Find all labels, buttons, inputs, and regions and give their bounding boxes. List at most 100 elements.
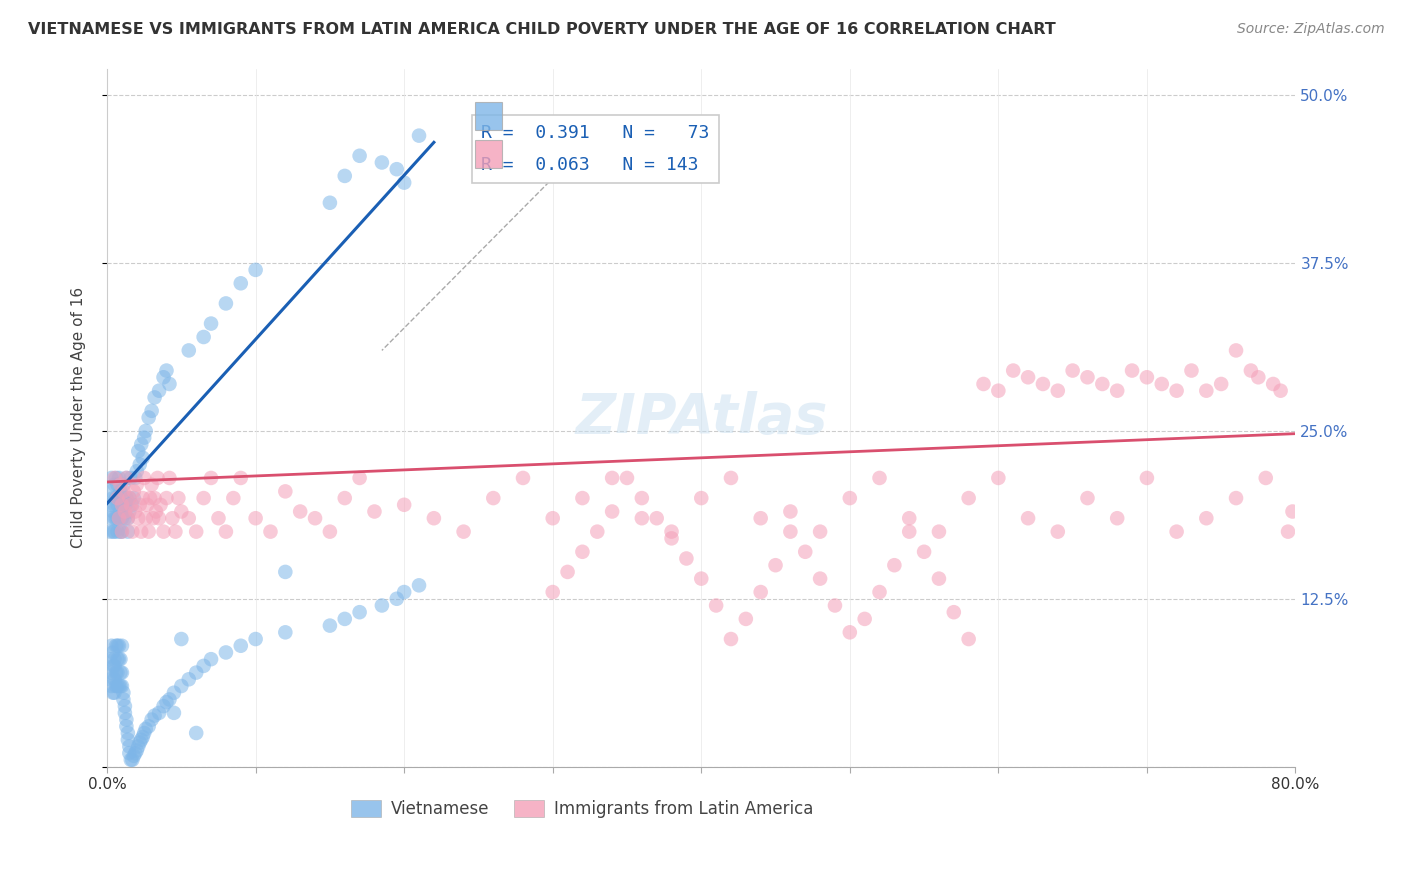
Point	[118, 491, 141, 505]
Point	[146, 471, 169, 485]
Point	[186, 665, 208, 680]
Point	[1032, 376, 1054, 391]
Point	[229, 277, 252, 291]
Point	[1046, 524, 1069, 539]
Point	[112, 692, 135, 706]
Point	[101, 524, 124, 539]
Point	[114, 706, 136, 720]
Point	[200, 471, 222, 485]
Point	[100, 665, 122, 680]
Point	[957, 632, 980, 646]
Point	[1195, 384, 1218, 398]
Point	[1062, 363, 1084, 377]
Point	[1017, 511, 1039, 525]
Point	[159, 376, 181, 391]
Point	[720, 632, 742, 646]
Point	[100, 484, 122, 499]
Point	[115, 491, 138, 505]
Point	[385, 591, 408, 606]
Point	[1121, 363, 1143, 377]
Point	[100, 679, 122, 693]
Point	[128, 498, 150, 512]
Point	[135, 722, 157, 736]
Point	[107, 639, 129, 653]
Point	[170, 679, 193, 693]
Point	[148, 706, 170, 720]
Point	[127, 511, 149, 525]
Y-axis label: Child Poverty Under the Age of 16: Child Poverty Under the Age of 16	[72, 287, 86, 548]
Point	[349, 149, 371, 163]
Point	[177, 343, 200, 358]
Point	[121, 498, 143, 512]
Point	[1211, 376, 1233, 391]
Point	[132, 491, 155, 505]
Point	[143, 391, 166, 405]
Point	[274, 625, 297, 640]
Point	[152, 524, 174, 539]
Point	[141, 713, 163, 727]
Point	[103, 471, 125, 485]
Point	[245, 632, 267, 646]
FancyBboxPatch shape	[475, 140, 502, 168]
Point	[333, 612, 356, 626]
Point	[149, 498, 172, 512]
Point	[541, 585, 564, 599]
Point	[107, 524, 129, 539]
Point	[193, 491, 215, 505]
Point	[107, 511, 129, 525]
Point	[1136, 370, 1159, 384]
Point	[482, 491, 505, 505]
Point	[1107, 511, 1129, 525]
Point	[128, 735, 150, 749]
Point	[824, 599, 846, 613]
Point	[186, 524, 208, 539]
Point	[143, 708, 166, 723]
Point	[114, 504, 136, 518]
Point	[1225, 343, 1247, 358]
Point	[122, 491, 145, 505]
Point	[117, 732, 139, 747]
Point	[167, 491, 190, 505]
Point	[104, 639, 127, 653]
Point	[207, 511, 229, 525]
Point	[120, 498, 142, 512]
Point	[1166, 384, 1188, 398]
Point	[371, 155, 394, 169]
Point	[177, 511, 200, 525]
Point	[319, 618, 342, 632]
Point	[112, 491, 135, 505]
Point	[1091, 376, 1114, 391]
Point	[124, 471, 146, 485]
Point	[139, 491, 162, 505]
Point	[333, 169, 356, 183]
Point	[215, 296, 238, 310]
Point	[957, 491, 980, 505]
Point	[869, 471, 891, 485]
Point	[869, 585, 891, 599]
Text: VIETNAMESE VS IMMIGRANTS FROM LATIN AMERICA CHILD POVERTY UNDER THE AGE OF 16 CO: VIETNAMESE VS IMMIGRANTS FROM LATIN AMER…	[28, 22, 1056, 37]
Point	[103, 524, 125, 539]
Point	[108, 491, 131, 505]
Point	[117, 511, 139, 525]
Point	[132, 450, 155, 465]
Point	[571, 545, 593, 559]
Point	[111, 498, 134, 512]
Point	[122, 748, 145, 763]
Point	[586, 524, 609, 539]
Point	[765, 558, 787, 573]
Point	[319, 195, 342, 210]
Point	[163, 686, 186, 700]
Point	[942, 605, 965, 619]
Point	[134, 726, 156, 740]
Point	[125, 743, 148, 757]
Point	[129, 732, 152, 747]
Point	[118, 491, 141, 505]
Point	[186, 726, 208, 740]
Point	[98, 673, 121, 687]
Point	[853, 612, 876, 626]
Point	[128, 458, 150, 472]
Point	[135, 511, 157, 525]
Point	[453, 524, 475, 539]
Point	[215, 524, 238, 539]
Point	[103, 673, 125, 687]
